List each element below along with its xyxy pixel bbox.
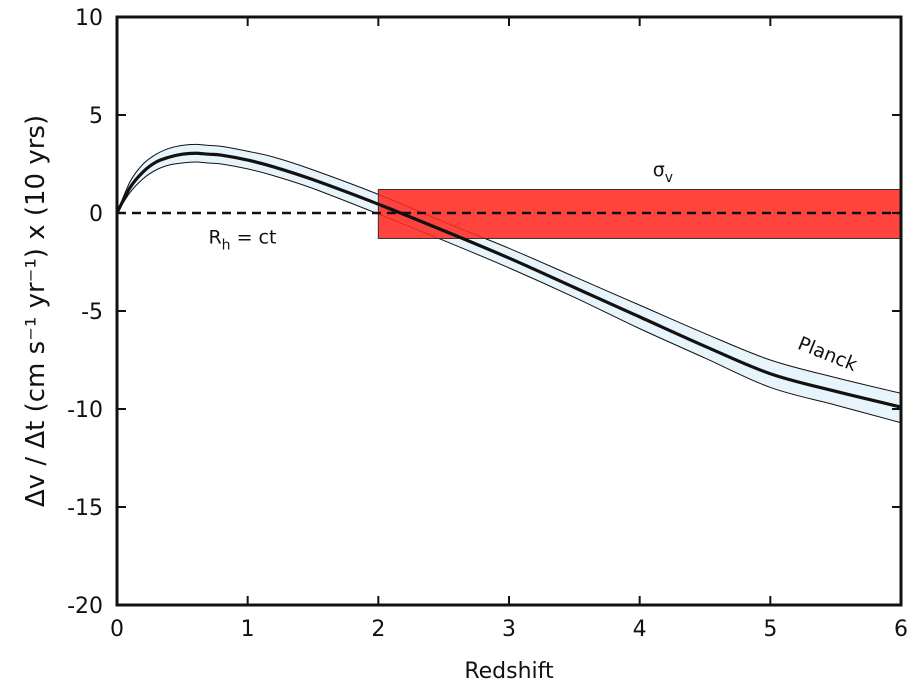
planck-line [115,151,902,409]
x-tick-label: 5 [763,617,777,642]
y-tick-label: 10 [75,6,103,31]
error-band-layer [116,143,902,424]
planck-error-band [117,144,901,423]
annotation-rh-ct: Rh = ct [208,226,276,253]
x-tick-label: 6 [894,617,908,642]
x-tick-label: 3 [502,617,516,642]
x-axis-label: Redshift [464,659,554,684]
y-tick-label: 5 [89,104,103,129]
tick-layer: 0 1 2 3 4 5 6 10 5 0 -5 -10 -15 -20 [67,6,908,642]
y-tick-label: -20 [67,594,103,619]
y-tick-label: -5 [81,300,103,325]
planck-band-lower-edge [116,161,902,424]
x-tick-label: 0 [110,617,124,642]
y-tick-label: -15 [67,496,103,521]
y-tick-label: -10 [67,398,103,423]
annotation-sigma-v: σv [653,159,673,186]
series-line-layer [115,151,902,409]
x-tick-label: 2 [371,617,385,642]
x-tick-label: 1 [241,617,255,642]
planck-band-upper-edge [116,143,902,394]
y-axis-label: Δv / Δt (cm s⁻¹ yr⁻¹) x (10 yrs) [21,115,51,507]
plot-frame [115,15,903,607]
y-tick-label: 0 [89,202,103,227]
x-tick-label: 4 [633,617,647,642]
